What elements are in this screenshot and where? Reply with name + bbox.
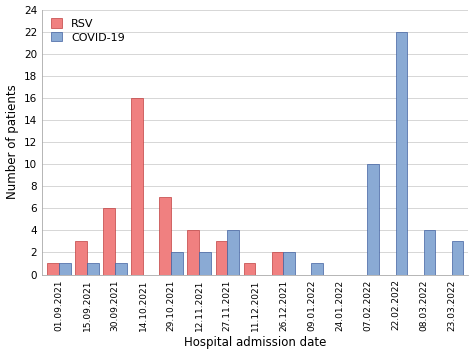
Bar <box>452 241 464 274</box>
Bar <box>199 252 211 274</box>
Bar <box>424 230 435 274</box>
Bar <box>272 252 283 274</box>
X-axis label: Hospital admission date: Hospital admission date <box>184 337 327 349</box>
Legend: RSV, COVID-19: RSV, COVID-19 <box>48 15 128 46</box>
Bar <box>367 164 379 274</box>
Bar <box>47 263 59 274</box>
Bar <box>188 230 199 274</box>
Bar <box>87 263 99 274</box>
Bar <box>216 241 228 274</box>
Bar <box>159 197 171 274</box>
Bar <box>283 252 295 274</box>
Bar <box>311 263 323 274</box>
Bar <box>131 98 143 274</box>
Bar <box>59 263 71 274</box>
Bar <box>395 32 407 274</box>
Bar <box>228 230 239 274</box>
Y-axis label: Number of patients: Number of patients <box>6 84 18 200</box>
Bar <box>75 241 87 274</box>
Bar <box>171 252 183 274</box>
Bar <box>103 208 115 274</box>
Bar <box>115 263 127 274</box>
Bar <box>244 263 255 274</box>
